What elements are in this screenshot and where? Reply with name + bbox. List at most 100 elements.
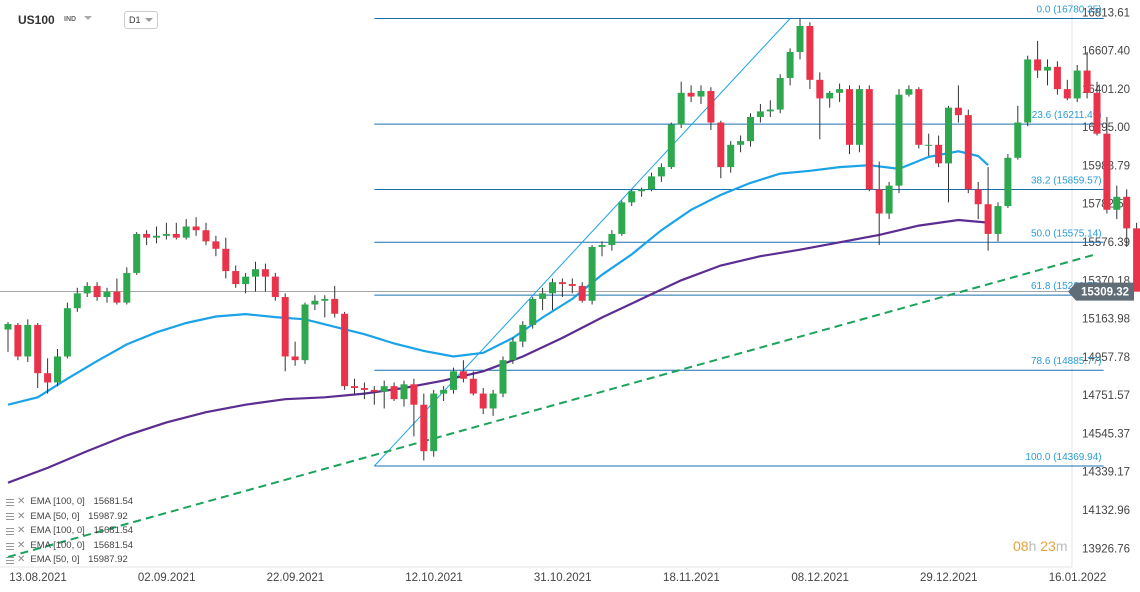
candle-body: [1034, 59, 1042, 71]
candle-body: [816, 79, 824, 99]
candle-body: [796, 25, 804, 52]
chevron-down-icon[interactable]: [84, 16, 92, 20]
candle-body: [707, 90, 715, 123]
x-tick-label: 18.11.2021: [663, 572, 720, 584]
settings-icon[interactable]: [6, 513, 14, 521]
x-tick-label: 29.12.2021: [920, 572, 978, 584]
legend-item[interactable]: ✕ EMA [50, 0] 15987.92: [6, 553, 133, 568]
candle-body: [291, 356, 299, 361]
candle-body: [430, 393, 438, 452]
settings-icon[interactable]: [6, 542, 14, 550]
candle-body: [172, 233, 180, 238]
candle-body: [153, 235, 160, 238]
candle-body: [261, 269, 269, 277]
candle-body: [321, 298, 329, 301]
candle-body: [420, 404, 428, 452]
legend-item[interactable]: ✕ EMA [50, 0] 15987.92: [6, 510, 133, 525]
timeframe-selector[interactable]: D1: [124, 11, 158, 29]
candle-body: [410, 384, 418, 405]
current-price-tag: [1068, 282, 1134, 301]
legend-item[interactable]: ✕ EMA [100, 0] 15681.54: [6, 539, 133, 554]
fib-level-label: 50.0 (15575.14): [1031, 228, 1102, 239]
trendline: [7, 253, 1096, 558]
candle-body: [390, 386, 398, 400]
x-tick-label: 13.08.2021: [9, 572, 67, 584]
candle-body: [964, 115, 972, 190]
candle-body: [1083, 70, 1091, 93]
candle-body: [1053, 66, 1061, 90]
legend-item[interactable]: ✕ EMA [100, 0] 15681.54: [6, 524, 133, 539]
y-tick-label: 14751.57: [1082, 390, 1130, 402]
candle-body: [737, 141, 745, 145]
fib-level-label: 78.6 (14885.77): [1031, 356, 1102, 367]
candle-body: [756, 111, 764, 117]
close-icon[interactable]: ✕: [17, 510, 26, 522]
candle-body: [489, 393, 497, 409]
legend-value: 15987.92: [88, 510, 128, 522]
candle-body: [568, 284, 576, 286]
candle-body: [341, 313, 349, 387]
close-icon[interactable]: ✕: [17, 539, 26, 551]
candle-body: [667, 124, 675, 168]
close-icon[interactable]: ✕: [17, 525, 26, 537]
candle-body: [618, 202, 626, 234]
candle-body: [499, 360, 507, 394]
candle-body: [628, 191, 636, 203]
legend-value: 15681.54: [93, 539, 134, 551]
candle-body: [252, 269, 259, 277]
candle-body: [162, 233, 170, 236]
candle-body: [905, 89, 913, 95]
y-tick-label: 15163.98: [1082, 314, 1130, 326]
settings-icon[interactable]: [6, 557, 14, 565]
x-tick-label: 12.10.2021: [405, 572, 463, 584]
legend-value: 15987.92: [88, 554, 128, 566]
candle-body: [598, 245, 606, 247]
symbol-label[interactable]: US100: [18, 13, 55, 27]
candle-body: [1113, 196, 1121, 210]
legend-label: EMA [100, 0]: [30, 496, 85, 507]
candle-body: [242, 276, 250, 285]
candle-body: [143, 233, 151, 238]
indicator-legend: ✕ EMA [100, 0] 15681.54 ✕ EMA [50, 0] 1598…: [6, 495, 133, 568]
settings-icon[interactable]: [6, 498, 14, 506]
y-tick-label: 14132.96: [1082, 505, 1130, 517]
candle-body: [529, 298, 537, 325]
candle-body: [360, 388, 368, 390]
candle-body: [727, 144, 735, 168]
candle-body: [232, 271, 240, 285]
candle-body: [301, 304, 309, 361]
countdown-m-unit: m: [1055, 538, 1068, 554]
chevron-down-icon[interactable]: [145, 18, 153, 22]
candle-body: [479, 393, 487, 409]
candle-body: [113, 291, 121, 303]
candle-body: [766, 109, 774, 112]
legend-value: 15681.54: [93, 496, 134, 507]
instrument-type-label: IND: [64, 16, 77, 23]
y-tick-label: 14957.78: [1082, 352, 1130, 364]
candle-body: [24, 324, 32, 357]
close-icon[interactable]: ✕: [17, 554, 26, 566]
candle-body: [1044, 66, 1051, 71]
x-tick-label: 22.09.2021: [267, 572, 325, 584]
candle-body: [935, 144, 943, 164]
fib-level-label: 23.6 (16211.49): [1032, 110, 1102, 121]
candle-body: [1004, 157, 1012, 207]
settings-icon[interactable]: [6, 527, 14, 535]
candle-body: [4, 323, 12, 330]
candle-body: [14, 324, 22, 357]
candle-body: [311, 300, 319, 305]
close-icon[interactable]: ✕: [17, 496, 26, 507]
candle-body: [370, 389, 378, 392]
y-tick-label: 16607.40: [1082, 46, 1130, 58]
candle-body: [638, 189, 646, 192]
legend-item[interactable]: ✕ EMA [100, 0] 15681.54: [6, 495, 133, 510]
legend-label: EMA [100, 0]: [30, 525, 85, 537]
candle-body: [103, 291, 111, 298]
candle-body: [786, 51, 794, 78]
candle-body: [440, 389, 448, 394]
candle-body: [1133, 228, 1140, 292]
candle-body: [519, 324, 527, 342]
candle-body: [846, 89, 853, 145]
y-tick-label: 14545.37: [1082, 428, 1130, 440]
